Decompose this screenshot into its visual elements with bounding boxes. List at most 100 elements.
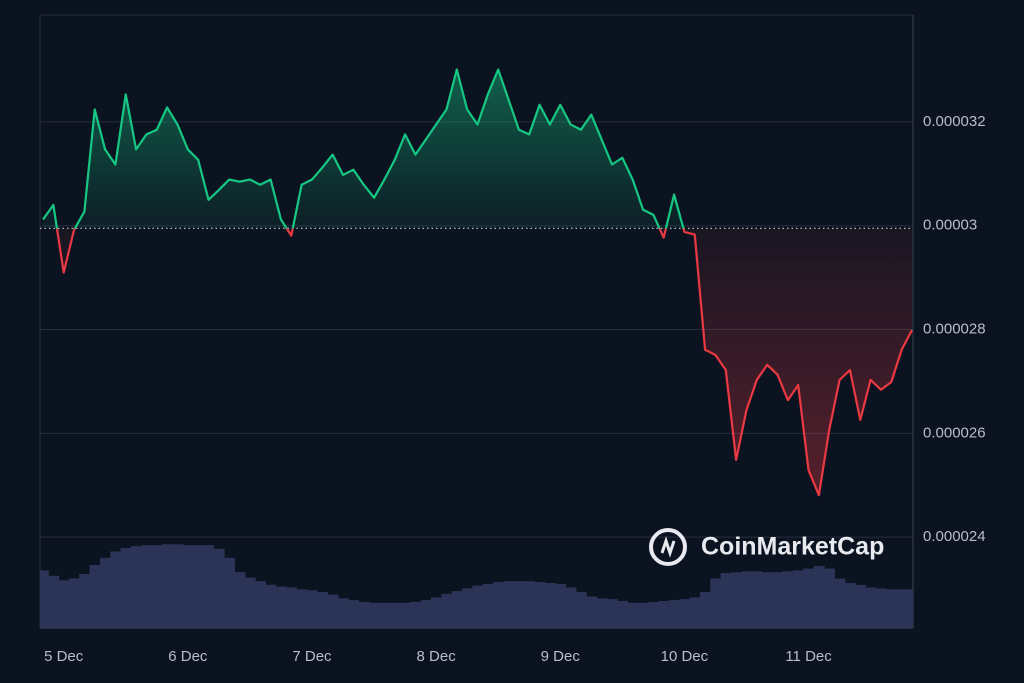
volume-bar [161, 544, 173, 628]
volume-bar [793, 570, 804, 628]
volume-bar [441, 593, 453, 628]
volume-bar [141, 545, 153, 628]
watermark-logo-mark [660, 536, 676, 558]
volume-bar [472, 585, 484, 628]
watermark-logo [649, 528, 687, 566]
volume-bar [420, 600, 432, 628]
volume-bar [399, 602, 411, 628]
volume-bar [782, 571, 794, 628]
volume-bar [834, 578, 846, 628]
volume-bar [482, 583, 494, 628]
volume-bar [689, 597, 701, 628]
volume-bar [213, 548, 225, 628]
volume-bar [244, 577, 256, 628]
volume-bar [906, 589, 913, 628]
volume-bar [565, 587, 577, 628]
volume-bar [627, 602, 639, 628]
volume-bar [89, 565, 101, 628]
volume-bar [130, 546, 142, 628]
y-tick-label: 0.000026 [923, 424, 986, 441]
volume-bar [193, 545, 204, 628]
price-line [42, 68, 913, 497]
volume-bar [730, 572, 742, 628]
volume-bar [761, 572, 773, 628]
y-tick-label: 0.000032 [923, 113, 986, 130]
y-tick-label: 0.000028 [923, 321, 986, 338]
volume-bar [203, 545, 215, 628]
volume-bar [234, 572, 246, 628]
volume-bar [451, 591, 463, 628]
volume-bar [606, 599, 618, 628]
volume-bar [813, 565, 825, 628]
volume-bar [58, 580, 70, 628]
volume-bar [461, 588, 473, 628]
volume-bar [855, 584, 867, 628]
volume-bar [596, 598, 608, 628]
volume-bar [430, 597, 442, 628]
volume-bar [617, 601, 629, 628]
volume-bar [875, 588, 887, 628]
volume-bar [358, 601, 370, 628]
volume-bar [348, 600, 360, 628]
volume-bar [493, 582, 504, 628]
volume-bar [68, 578, 80, 628]
volume-bar [151, 545, 163, 628]
volume-bar [896, 589, 908, 628]
volume-bar [120, 547, 132, 628]
volume-bar [751, 571, 763, 628]
volume-bar [699, 592, 711, 628]
volume-bar [513, 581, 525, 628]
volume-bar [306, 590, 318, 628]
volume-bar [389, 602, 401, 628]
x-tick-label: 10 Dec [661, 648, 709, 665]
volume-bar [658, 601, 670, 628]
volume-bar [379, 602, 391, 628]
volume-bar [679, 599, 691, 628]
volume-bar [317, 592, 329, 628]
volume-bar [48, 575, 60, 628]
volume-bar [720, 573, 732, 628]
y-tick-label: 0.00003 [923, 217, 977, 234]
volume-bar [275, 586, 287, 628]
volume-bar [534, 582, 546, 628]
volume-bar [741, 571, 753, 628]
volume-bar [286, 587, 298, 628]
volume-bar [668, 600, 680, 628]
volume-bar [182, 545, 194, 628]
volume-bar [40, 570, 49, 628]
watermark-text: CoinMarketCap [701, 533, 884, 561]
volume-bar [296, 589, 308, 628]
volume-bar [844, 583, 856, 628]
x-tick-label: 11 Dec [785, 648, 832, 665]
volume-bar [865, 587, 877, 628]
volume-bar [824, 568, 836, 628]
volume-bar [503, 581, 515, 628]
x-tick-label: 5 Dec [44, 648, 84, 665]
volume-bar [79, 574, 91, 628]
x-tick-label: 7 Dec [292, 648, 332, 665]
volume-bar [648, 601, 660, 628]
x-tick-label: 8 Dec [417, 648, 457, 665]
volume-bar [710, 578, 722, 628]
x-tick-label: 9 Dec [541, 648, 581, 665]
volume-bar [555, 583, 567, 628]
volume-bar [803, 568, 815, 628]
volume-bar [224, 557, 235, 628]
x-tick-label: 6 Dec [168, 648, 208, 665]
volume-bar [524, 581, 535, 628]
volume-bar [544, 583, 556, 628]
volume-bar [110, 551, 122, 628]
volume-bar [886, 589, 898, 628]
volume-bar [255, 581, 267, 628]
volume-bar [575, 592, 587, 628]
y-tick-label: 0.000024 [923, 528, 986, 545]
volume-bar [637, 602, 649, 628]
watermark: CoinMarketCap [649, 528, 884, 566]
volume-bar [410, 601, 422, 628]
volume-bar [586, 596, 598, 628]
volume-bar [772, 572, 784, 628]
volume-bar [265, 584, 277, 628]
volume-bar [99, 557, 111, 628]
volume-bar [368, 602, 380, 628]
